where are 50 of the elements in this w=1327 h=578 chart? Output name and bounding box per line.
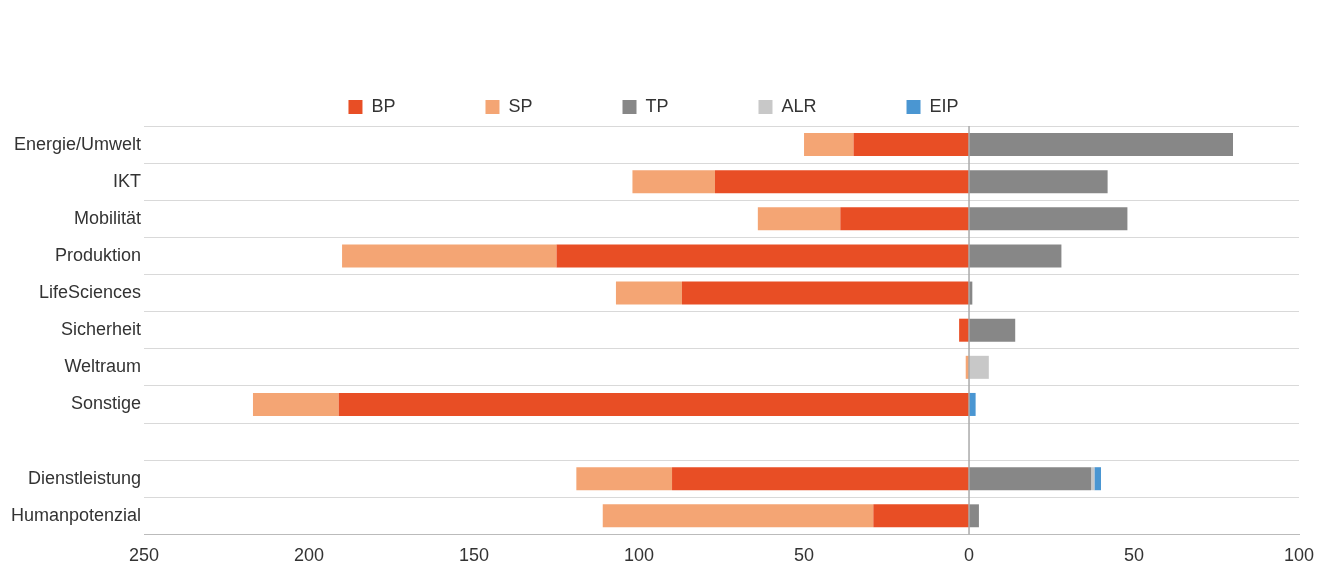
bar (757, 207, 841, 231)
bar (681, 281, 970, 305)
y-tick-label: Dienstleistung (28, 467, 142, 488)
bar (1091, 467, 1095, 491)
y-tick-label: Produktion (55, 244, 142, 265)
legend-label: BP (371, 95, 396, 116)
bar (969, 318, 1016, 342)
bar (804, 133, 854, 157)
y-tick-label: IKT (113, 170, 142, 191)
bar (615, 281, 682, 305)
legend-label: EIP (929, 95, 959, 116)
y-tick-label: Weltraum (64, 356, 142, 377)
x-tick-label: 100 (624, 545, 655, 566)
x-tick-label: 200 (294, 545, 325, 566)
bar (342, 244, 557, 268)
y-tick-label: LifeSciences (39, 282, 142, 303)
legend-label: TP (645, 95, 669, 116)
y-tick-label: Mobilität (74, 207, 142, 228)
bar (969, 467, 1092, 491)
bar (672, 467, 970, 491)
legend-label: SP (508, 95, 533, 116)
bar (576, 467, 673, 491)
x-tick-label: 0 (964, 545, 975, 566)
bar (338, 392, 970, 416)
bar (252, 392, 339, 416)
y-tick-label: Humanpotenzial (11, 504, 142, 525)
bar (969, 504, 979, 528)
bar (969, 244, 1062, 268)
bar (602, 504, 874, 528)
x-tick-label: 150 (459, 545, 490, 566)
bar (969, 170, 1108, 194)
bar (556, 244, 970, 268)
bar (873, 504, 970, 528)
bar (969, 207, 1128, 231)
bar (853, 133, 970, 157)
bar (969, 355, 989, 379)
x-tick-label: 50 (1124, 545, 1145, 566)
bar (1094, 467, 1102, 491)
bar (840, 207, 970, 231)
x-tick-label: 250 (129, 545, 160, 566)
bar (959, 318, 970, 342)
legend-label: ALR (781, 95, 817, 116)
x-tick-label: 50 (794, 545, 815, 566)
x-tick-label: 100 (1283, 545, 1315, 566)
y-tick-label: Sonstige (71, 393, 142, 414)
bar (714, 170, 970, 194)
bar (969, 133, 1233, 157)
bar (632, 170, 715, 194)
y-tick-label: Sicherheit (61, 319, 142, 340)
y-tick-label: Energie/Umwelt (14, 133, 142, 154)
